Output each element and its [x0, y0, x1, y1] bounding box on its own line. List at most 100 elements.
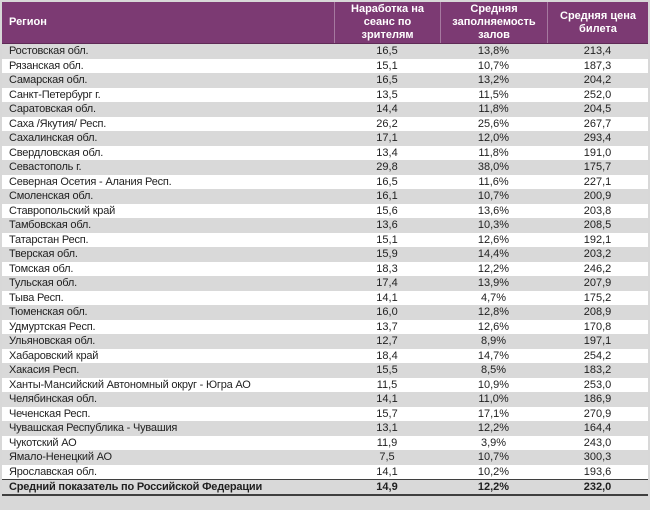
region-cell: Севастополь г. — [9, 161, 82, 174]
price-cell: 170,8 — [583, 320, 612, 333]
occupancy-cell: 10,3% — [477, 219, 510, 232]
price-cell: 254,2 — [583, 349, 612, 362]
occupancy-cell: 17,1% — [477, 407, 510, 420]
occupancy-cell: 11,0% — [478, 393, 509, 406]
occupancy-cell: 13,8% — [477, 45, 510, 58]
price-cell: 175,2 — [583, 291, 612, 304]
price-cell: 252,0 — [583, 88, 612, 101]
region-cell: Чукотский АО — [9, 436, 77, 449]
occupancy-cell: 25,6% — [477, 117, 510, 130]
per-session-cell: 13,5 — [376, 88, 398, 101]
table-row: Хакасия Респ. 15,5 8,5% 183,2 — [2, 363, 648, 378]
region-cell: Тверская обл. — [9, 248, 78, 261]
table-row: Свердловская обл. 13,4 11,8% 191,0 — [2, 145, 648, 160]
occupancy-cell: 10,9% — [477, 378, 510, 391]
region-cell: Тыва Респ. — [9, 291, 64, 304]
per-session-cell: 18,3 — [376, 262, 398, 275]
price-cell: 246,2 — [583, 262, 612, 275]
table-row: Ямало-Ненецкий АО 7,5 10,7% 300,3 — [2, 450, 648, 465]
per-session-cell: 14,1 — [376, 465, 398, 478]
region-cell: Рязанская обл. — [9, 59, 84, 72]
region-cell: Свердловская обл. — [9, 146, 104, 159]
per-session-cell: 14,4 — [376, 103, 398, 116]
occupancy-cell: 11,5% — [478, 88, 509, 101]
occupancy-cell: 10,2% — [477, 465, 510, 478]
per-session-cell: 26,2 — [376, 117, 398, 130]
per-session-cell: 17,4 — [376, 277, 398, 290]
summary-occupancy-value: 12,2% — [477, 481, 510, 493]
per-session-cell: 7,5 — [379, 451, 395, 464]
price-cell: 204,5 — [583, 103, 612, 116]
per-session-cell: 15,1 — [376, 59, 398, 72]
region-cell: Самарская обл. — [9, 74, 88, 87]
summary-price-value: 232,0 — [583, 481, 612, 493]
occupancy-cell: 13,6% — [477, 204, 510, 217]
occupancy-cell: 12,6% — [477, 320, 510, 333]
per-session-cell: 17,1 — [376, 132, 398, 145]
price-cell: 191,0 — [583, 146, 612, 159]
per-session-cell: 18,4 — [376, 349, 398, 362]
per-session-cell: 11,5 — [376, 378, 398, 391]
region-cell: Хакасия Респ. — [9, 364, 80, 377]
per-session-cell: 15,6 — [376, 204, 398, 217]
table-row: Томская обл. 18,3 12,2% 246,2 — [2, 261, 648, 276]
table-row: Санкт-Петербург г. 13,5 11,5% 252,0 — [2, 87, 648, 102]
occupancy-cell: 12,2% — [477, 422, 510, 435]
region-cell: Чеченская Респ. — [9, 407, 91, 420]
table-row: Смоленская обл. 16,1 10,7% 200,9 — [2, 189, 648, 204]
region-cell: Ростовская обл. — [9, 45, 89, 58]
table-row: Самарская обл. 16,5 13,2% 204,2 — [2, 73, 648, 88]
price-cell: 270,9 — [583, 407, 612, 420]
region-cell: Ханты-Мансийский Автономный округ - Югра… — [9, 378, 251, 391]
occupancy-cell: 12,2% — [477, 262, 510, 275]
header-average-ticket-price: Средняя цена билета — [547, 2, 648, 43]
price-cell: 187,3 — [583, 59, 612, 72]
table-row: Татарстан Респ. 15,1 12,6% 192,1 — [2, 232, 648, 247]
price-cell: 208,9 — [583, 306, 612, 319]
table-row: Тульская обл. 17,4 13,9% 207,9 — [2, 276, 648, 291]
per-session-cell: 16,1 — [376, 190, 398, 203]
price-cell: 207,9 — [583, 277, 612, 290]
per-session-cell: 13,1 — [376, 422, 398, 435]
table-row: Ярославская обл. 14,1 10,2% 193,6 — [2, 464, 648, 479]
per-session-cell: 15,7 — [376, 407, 398, 420]
table-row: Северная Осетия - Алания Респ. 16,5 11,6… — [2, 174, 648, 189]
occupancy-cell: 11,8% — [478, 146, 509, 159]
occupancy-cell: 13,9% — [477, 277, 510, 290]
per-session-cell: 16,5 — [376, 45, 398, 58]
occupancy-cell: 14,7% — [477, 349, 510, 362]
region-cell: Северная Осетия - Алания Респ. — [9, 175, 172, 188]
price-cell: 200,9 — [583, 190, 612, 203]
per-session-cell: 11,9 — [376, 436, 398, 449]
table-row: Саратовская обл. 14,4 11,8% 204,5 — [2, 102, 648, 117]
per-session-cell: 13,4 — [376, 146, 398, 159]
occupancy-cell: 10,7% — [477, 190, 510, 203]
table-row: Челябинская обл. 14,1 11,0% 186,9 — [2, 392, 648, 407]
region-cell: Тюменская обл. — [9, 306, 88, 319]
table-row: Ставропольский край 15,6 13,6% 203,8 — [2, 203, 648, 218]
table-row: Тюменская обл. 16,0 12,8% 208,9 — [2, 305, 648, 320]
price-cell: 203,2 — [583, 248, 612, 261]
per-session-cell: 15,1 — [376, 233, 398, 246]
per-session-cell: 14,1 — [376, 291, 398, 304]
region-cell: Томская обл. — [9, 262, 74, 275]
table-row: Сахалинская обл. 17,1 12,0% 293,4 — [2, 131, 648, 146]
region-cell: Хабаровский край — [9, 349, 99, 362]
regions-statistics-table: Регион Наработка на сеанс по зрителям Ср… — [2, 2, 648, 496]
table-row: Тамбовская обл. 13,6 10,3% 208,5 — [2, 218, 648, 233]
per-session-cell: 29,8 — [376, 161, 398, 174]
occupancy-cell: 10,7% — [477, 451, 510, 464]
table-body: Ростовская обл. 16,5 13,8% 213,4 Рязанск… — [2, 44, 648, 479]
table-row: Рязанская обл. 15,1 10,7% 187,3 — [2, 58, 648, 73]
price-cell: 197,1 — [583, 335, 612, 348]
region-cell: Смоленская обл. — [9, 190, 94, 203]
per-session-cell: 15,5 — [376, 364, 398, 377]
region-cell: Санкт-Петербург г. — [9, 88, 101, 101]
occupancy-cell: 4,7% — [480, 291, 507, 304]
occupancy-cell: 12,8% — [477, 306, 510, 319]
price-cell: 204,2 — [583, 74, 612, 87]
summary-label: Средний показатель по Российской Федерац… — [9, 481, 263, 493]
table-row: Хабаровский край 18,4 14,7% 254,2 — [2, 348, 648, 363]
occupancy-cell: 12,0% — [477, 132, 510, 145]
table-row: Ульяновская обл. 12,7 8,9% 197,1 — [2, 334, 648, 349]
